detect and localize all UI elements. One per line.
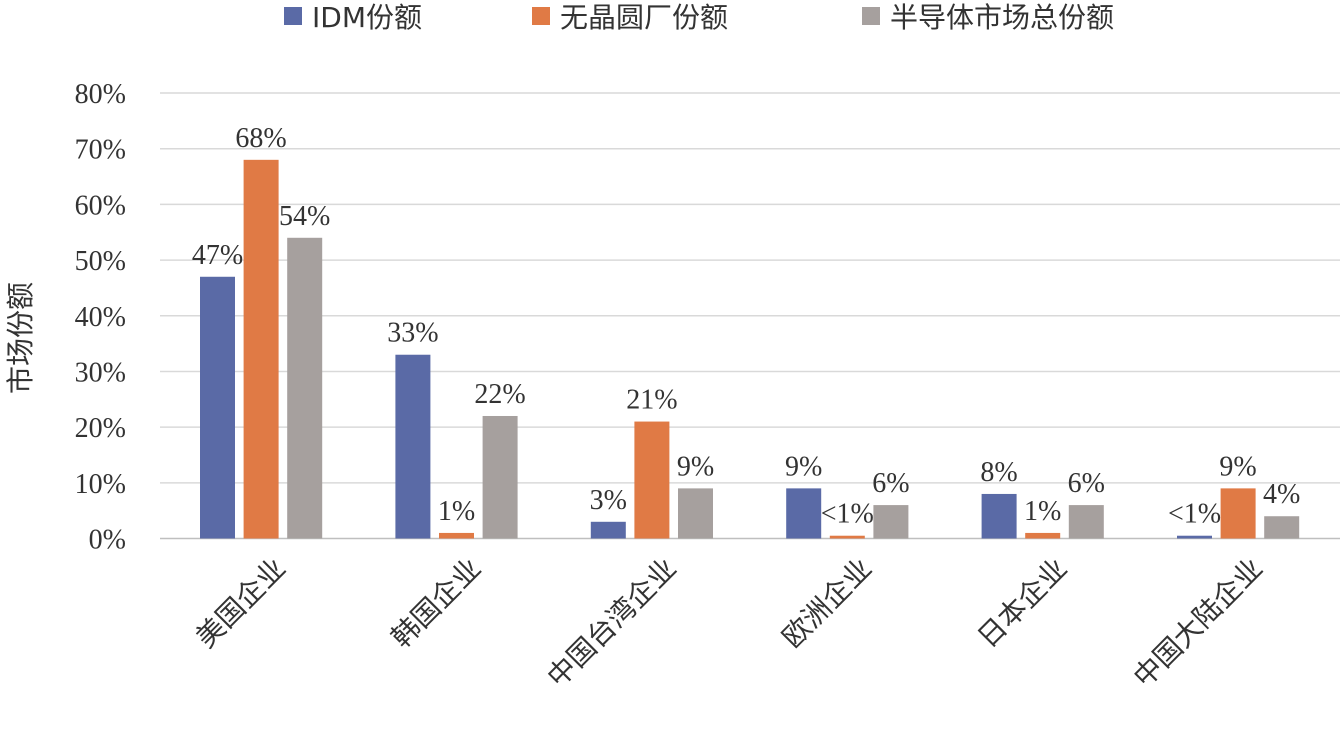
bars — [200, 159, 1300, 539]
category-label: 中国台湾企业 — [541, 552, 683, 694]
data-label: 4% — [1263, 479, 1300, 510]
bar — [395, 354, 431, 539]
gridlines — [160, 92, 1340, 540]
bar — [634, 421, 670, 539]
bar — [1177, 535, 1212, 539]
y-tick-label: 30% — [75, 357, 126, 388]
y-tick-label: 70% — [75, 135, 126, 166]
data-label: 8% — [980, 457, 1017, 488]
bar — [439, 532, 474, 539]
legend-swatch — [862, 7, 880, 25]
bar — [1220, 488, 1256, 539]
y-tick-label: 20% — [75, 413, 126, 444]
bar — [287, 237, 323, 539]
category-label: 欧洲企业 — [776, 552, 879, 655]
data-label: 6% — [872, 468, 909, 499]
category-label: 日本企业 — [971, 552, 1074, 655]
bar — [1264, 516, 1300, 539]
data-label: 9% — [1219, 451, 1256, 482]
data-label: 68% — [235, 123, 286, 154]
bar — [243, 159, 279, 539]
y-tick-label: 80% — [75, 79, 126, 110]
data-label: 47% — [192, 240, 243, 271]
y-axis-title: 市场份额 — [4, 282, 37, 394]
data-label: 1% — [438, 496, 475, 527]
data-label: 6% — [1068, 468, 1105, 499]
bar — [200, 276, 235, 539]
bar — [786, 488, 822, 539]
legend-swatch — [532, 7, 550, 25]
category-label: 中国大陆企业 — [1127, 552, 1269, 694]
bar — [1068, 505, 1104, 539]
bar — [981, 493, 1017, 539]
legend-label: 无晶圆厂份额 — [560, 1, 728, 34]
legend-label: IDM份额 — [312, 1, 422, 34]
data-label: 9% — [785, 451, 822, 482]
y-tick-label: 0% — [89, 525, 126, 556]
y-tick-label: 40% — [75, 302, 126, 333]
bar — [590, 521, 626, 539]
category-label: 美国企业 — [189, 552, 292, 655]
bar — [482, 415, 518, 539]
data-label: <1% — [1168, 499, 1221, 530]
data-label: 22% — [474, 379, 525, 410]
legend-swatch — [284, 7, 302, 25]
data-label: <1% — [821, 499, 874, 530]
data-label: 54% — [279, 201, 330, 232]
data-label: 33% — [387, 318, 438, 349]
category-labels: 美国企业 韩国企业 中国台湾企业 欧洲企业 日本企业 中国大陆企业 — [189, 552, 1269, 694]
bar — [873, 505, 909, 539]
legend-label: 半导体市场总份额 — [890, 1, 1114, 34]
data-label: 9% — [677, 451, 714, 482]
data-label: 1% — [1024, 496, 1061, 527]
y-tick-label: 10% — [75, 469, 126, 500]
bar — [829, 535, 865, 539]
y-tick-label: 60% — [75, 190, 126, 221]
data-label: 21% — [626, 385, 677, 416]
bar — [678, 488, 713, 539]
data-label: 3% — [590, 485, 627, 516]
legend: IDM份额 无晶圆厂份额 半导体市场总份额 — [284, 1, 1114, 34]
y-tick-label: 50% — [75, 246, 126, 277]
data-labels: 47%68%54%33%1%22%3%21%9% 9%<1%6% 8%1%6%<1%… — [192, 123, 1301, 530]
y-axis-ticks: 0% 10% 20% 30% 40% 50% 60% 70% 80% — [75, 79, 126, 556]
category-label: 韩国企业 — [385, 552, 488, 655]
bar — [1025, 532, 1061, 539]
